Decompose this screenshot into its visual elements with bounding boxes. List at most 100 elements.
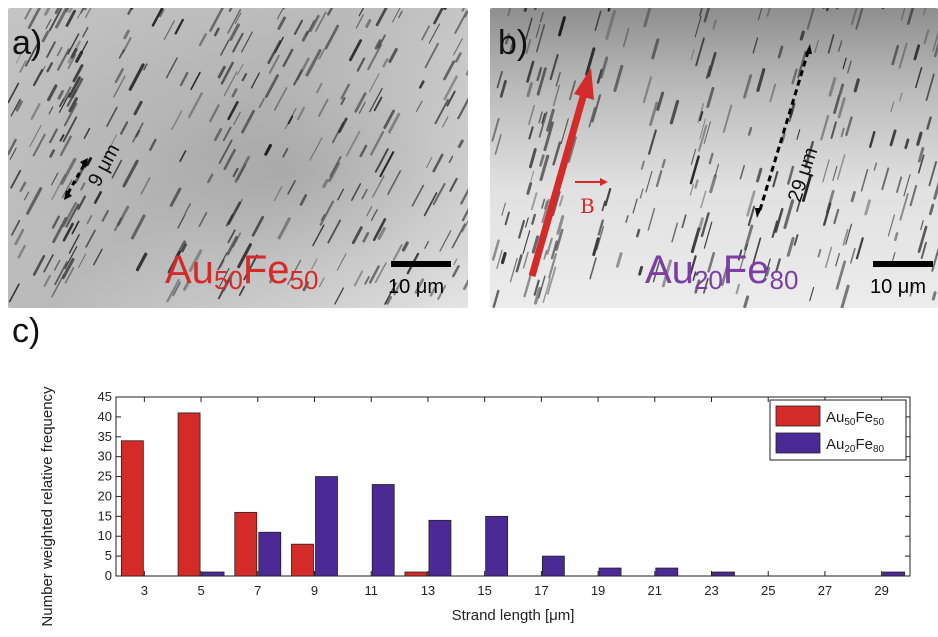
strand-mark [464, 10, 468, 18]
strand-mark [642, 76, 653, 104]
strand-mark [220, 61, 234, 85]
micrograph-a: a) 9 μm Au50Fe50 10 μm [8, 8, 468, 308]
strand-mark [232, 167, 239, 178]
strand-mark [601, 200, 606, 212]
x-tick-label: 11 [364, 583, 378, 598]
strand-mark [645, 170, 653, 193]
strand-mark [82, 26, 89, 38]
strand-mark [786, 236, 795, 257]
strand-mark [223, 270, 236, 292]
strand-mark [213, 27, 220, 37]
strand-mark [388, 48, 398, 63]
strand-mark [916, 131, 923, 146]
strand-mark [166, 279, 180, 303]
strand-mark [549, 53, 559, 81]
alloy-b-element1: Au [645, 248, 694, 292]
strand-mark [643, 8, 652, 28]
strand-mark [842, 228, 849, 246]
strand-mark [746, 190, 756, 217]
strand-mark [365, 19, 372, 28]
strand-mark [591, 94, 602, 123]
strand-mark [377, 226, 386, 240]
strand-mark [277, 16, 286, 30]
distance-marker-a [64, 158, 88, 200]
strand-mark [327, 8, 334, 16]
strand-mark [355, 14, 364, 29]
strand-mark [538, 111, 543, 124]
x-tick-label: 27 [818, 583, 832, 598]
strand-mark [226, 236, 238, 256]
strand-mark [218, 259, 225, 269]
strand-mark [268, 54, 280, 74]
strand-mark [217, 274, 232, 300]
strand-mark [706, 86, 715, 108]
strand-mark [9, 147, 17, 160]
strand-mark [881, 167, 890, 191]
strand-mark [599, 56, 609, 79]
strand-mark [316, 82, 323, 94]
strand-mark [179, 71, 189, 87]
strand-mark [80, 8, 85, 14]
strand-mark [318, 277, 325, 288]
strand-mark [453, 38, 463, 56]
strand-mark [51, 273, 65, 298]
strand-mark [496, 249, 503, 269]
strand-mark [80, 182, 86, 191]
strand-mark [315, 11, 327, 32]
strand-mark [509, 257, 518, 283]
x-axis-title: Strand length [μm] [452, 607, 575, 624]
strand-mark [743, 224, 754, 251]
strand-mark [62, 116, 78, 143]
strand-mark [24, 8, 32, 20]
strand-mark [424, 240, 430, 249]
strand-mark [324, 24, 340, 50]
strand-mark [525, 217, 529, 228]
strand-mark [68, 233, 80, 254]
y-tick-label: 10 [98, 528, 112, 543]
strand-mark [429, 286, 437, 297]
strand-mark [46, 62, 53, 73]
strand-mark [501, 202, 506, 216]
strand-mark [101, 210, 109, 222]
strand-mark [209, 104, 220, 123]
strand-mark [799, 30, 805, 41]
strand-mark [898, 42, 908, 69]
y-tick-label: 35 [98, 429, 112, 444]
bar-series2 [655, 567, 679, 577]
strand-mark [367, 43, 383, 71]
strand-mark [648, 129, 657, 155]
strand-mark [594, 10, 602, 32]
strand-mark [232, 232, 242, 248]
strand-mark [613, 64, 624, 93]
strand-mark [548, 253, 558, 279]
strand-mark [227, 101, 239, 121]
strand-mark [17, 244, 26, 259]
strand-mark [596, 68, 603, 84]
strand-mark [783, 199, 795, 230]
strand-mark [720, 260, 731, 287]
strand-mark [165, 57, 178, 79]
strand-mark [541, 198, 550, 224]
strand-mark [793, 234, 799, 246]
strand-mark [817, 248, 822, 258]
strand-mark [53, 259, 61, 271]
strand-mark [232, 32, 244, 53]
strand-mark [369, 265, 380, 284]
strand-mark [528, 105, 536, 125]
strand-mark [689, 155, 700, 185]
strand-mark [515, 254, 523, 273]
strand-mark [814, 39, 819, 53]
strand-mark [752, 37, 759, 54]
y-tick-label: 40 [98, 409, 112, 424]
strand-mark [855, 237, 864, 260]
strand-mark [174, 18, 184, 35]
strand-mark [306, 20, 315, 36]
x-tick-label: 15 [477, 583, 491, 598]
strand-mark [45, 19, 52, 30]
panel-letter-a: a) [12, 24, 43, 62]
strand-mark [804, 140, 815, 169]
strand-mark [830, 121, 837, 139]
strand-pattern-a [8, 8, 468, 305]
strand-mark [522, 230, 531, 255]
strand-mark [669, 99, 680, 125]
